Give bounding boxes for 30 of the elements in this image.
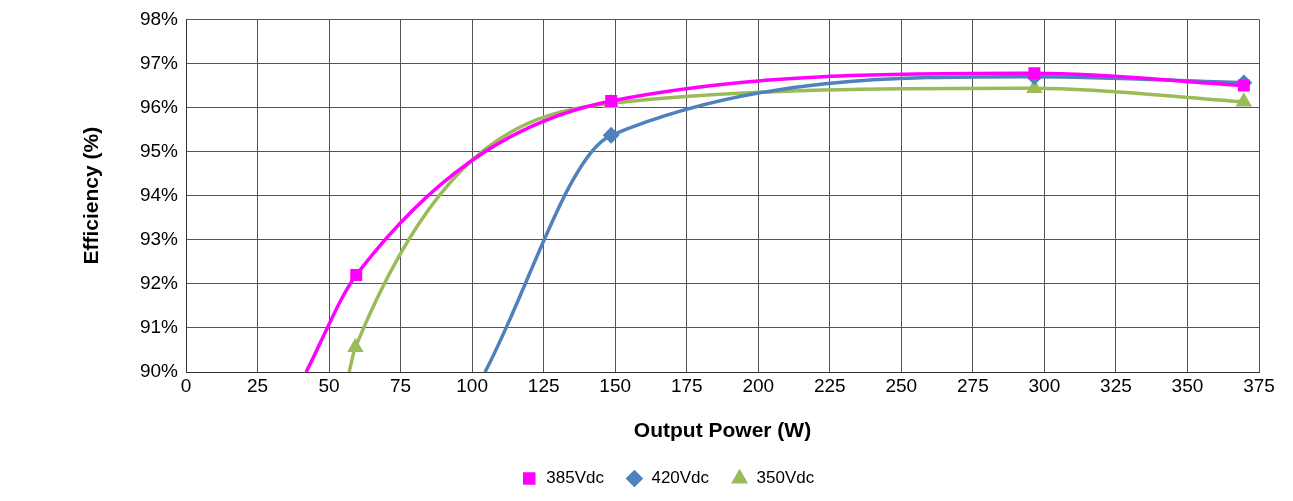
y-axis-title: Efficiency (%) bbox=[79, 126, 103, 265]
legend-label: 420Vdc bbox=[651, 468, 710, 488]
x-tick-label: 225 bbox=[813, 374, 846, 396]
x-tick-label: 300 bbox=[1028, 374, 1061, 396]
x-tick-label: 325 bbox=[1100, 374, 1132, 396]
y-tick-label: 97% bbox=[139, 51, 179, 73]
y-tick-label: 98% bbox=[139, 7, 179, 29]
y-tick-label: 90% bbox=[139, 360, 179, 382]
x-tick-label: 150 bbox=[599, 374, 632, 396]
x-tick-label: 200 bbox=[742, 374, 775, 396]
x-tick-label: 350 bbox=[1171, 374, 1204, 396]
x-tick-label: 275 bbox=[957, 374, 989, 396]
y-tick-label: 91% bbox=[139, 316, 179, 338]
x-tick-label: 50 bbox=[318, 374, 340, 396]
x-tick-label: 125 bbox=[527, 374, 560, 396]
x-tick-label: 250 bbox=[885, 374, 918, 396]
y-tick-label: 92% bbox=[139, 272, 179, 294]
x-tick-label: 0 bbox=[180, 374, 192, 396]
x-tick-label: 25 bbox=[246, 374, 269, 396]
x-tick-label: 100 bbox=[456, 374, 488, 396]
x-tick-label: 175 bbox=[670, 374, 703, 396]
x-axis-title: Output Power (W) bbox=[633, 418, 812, 442]
legend-label: 385Vdc bbox=[546, 468, 605, 488]
x-tick-label: 375 bbox=[1243, 374, 1275, 396]
y-tick-label: 96% bbox=[139, 95, 179, 117]
y-tick-label: 93% bbox=[139, 228, 179, 250]
y-tick-label: 95% bbox=[139, 139, 179, 161]
x-tick-label: 75 bbox=[390, 374, 412, 396]
legend-label: 350Vdc bbox=[756, 468, 815, 488]
y-tick-label: 94% bbox=[139, 183, 179, 205]
